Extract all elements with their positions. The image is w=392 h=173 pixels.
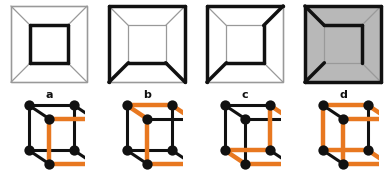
Polygon shape <box>305 6 324 82</box>
Point <box>221 149 228 152</box>
Point <box>123 149 130 152</box>
Point <box>242 117 248 120</box>
Point <box>169 149 175 152</box>
Point <box>144 162 150 165</box>
Polygon shape <box>305 63 381 82</box>
Point <box>365 149 371 152</box>
Point <box>385 117 391 120</box>
Point <box>287 117 293 120</box>
Point <box>91 162 97 165</box>
Text: d: d <box>339 90 347 100</box>
Point <box>169 104 175 107</box>
Point <box>189 117 195 120</box>
Point <box>71 149 77 152</box>
Point <box>46 162 52 165</box>
Point <box>340 117 346 120</box>
Text: a: a <box>45 90 53 100</box>
Text: b: b <box>143 90 151 100</box>
Point <box>25 104 32 107</box>
Point <box>242 162 248 165</box>
Point <box>340 162 346 165</box>
Point <box>144 117 150 120</box>
Point <box>91 117 97 120</box>
Point <box>25 149 32 152</box>
Polygon shape <box>305 6 381 25</box>
Point <box>365 104 371 107</box>
Point <box>221 104 228 107</box>
Polygon shape <box>324 25 362 63</box>
Point <box>46 117 52 120</box>
Point <box>319 149 326 152</box>
Point <box>71 104 77 107</box>
Polygon shape <box>362 6 381 82</box>
Point <box>123 104 130 107</box>
Point <box>267 149 273 152</box>
Point <box>385 162 391 165</box>
Point <box>319 104 326 107</box>
Point <box>287 162 293 165</box>
Point <box>189 162 195 165</box>
Point <box>267 104 273 107</box>
Text: c: c <box>242 90 248 100</box>
